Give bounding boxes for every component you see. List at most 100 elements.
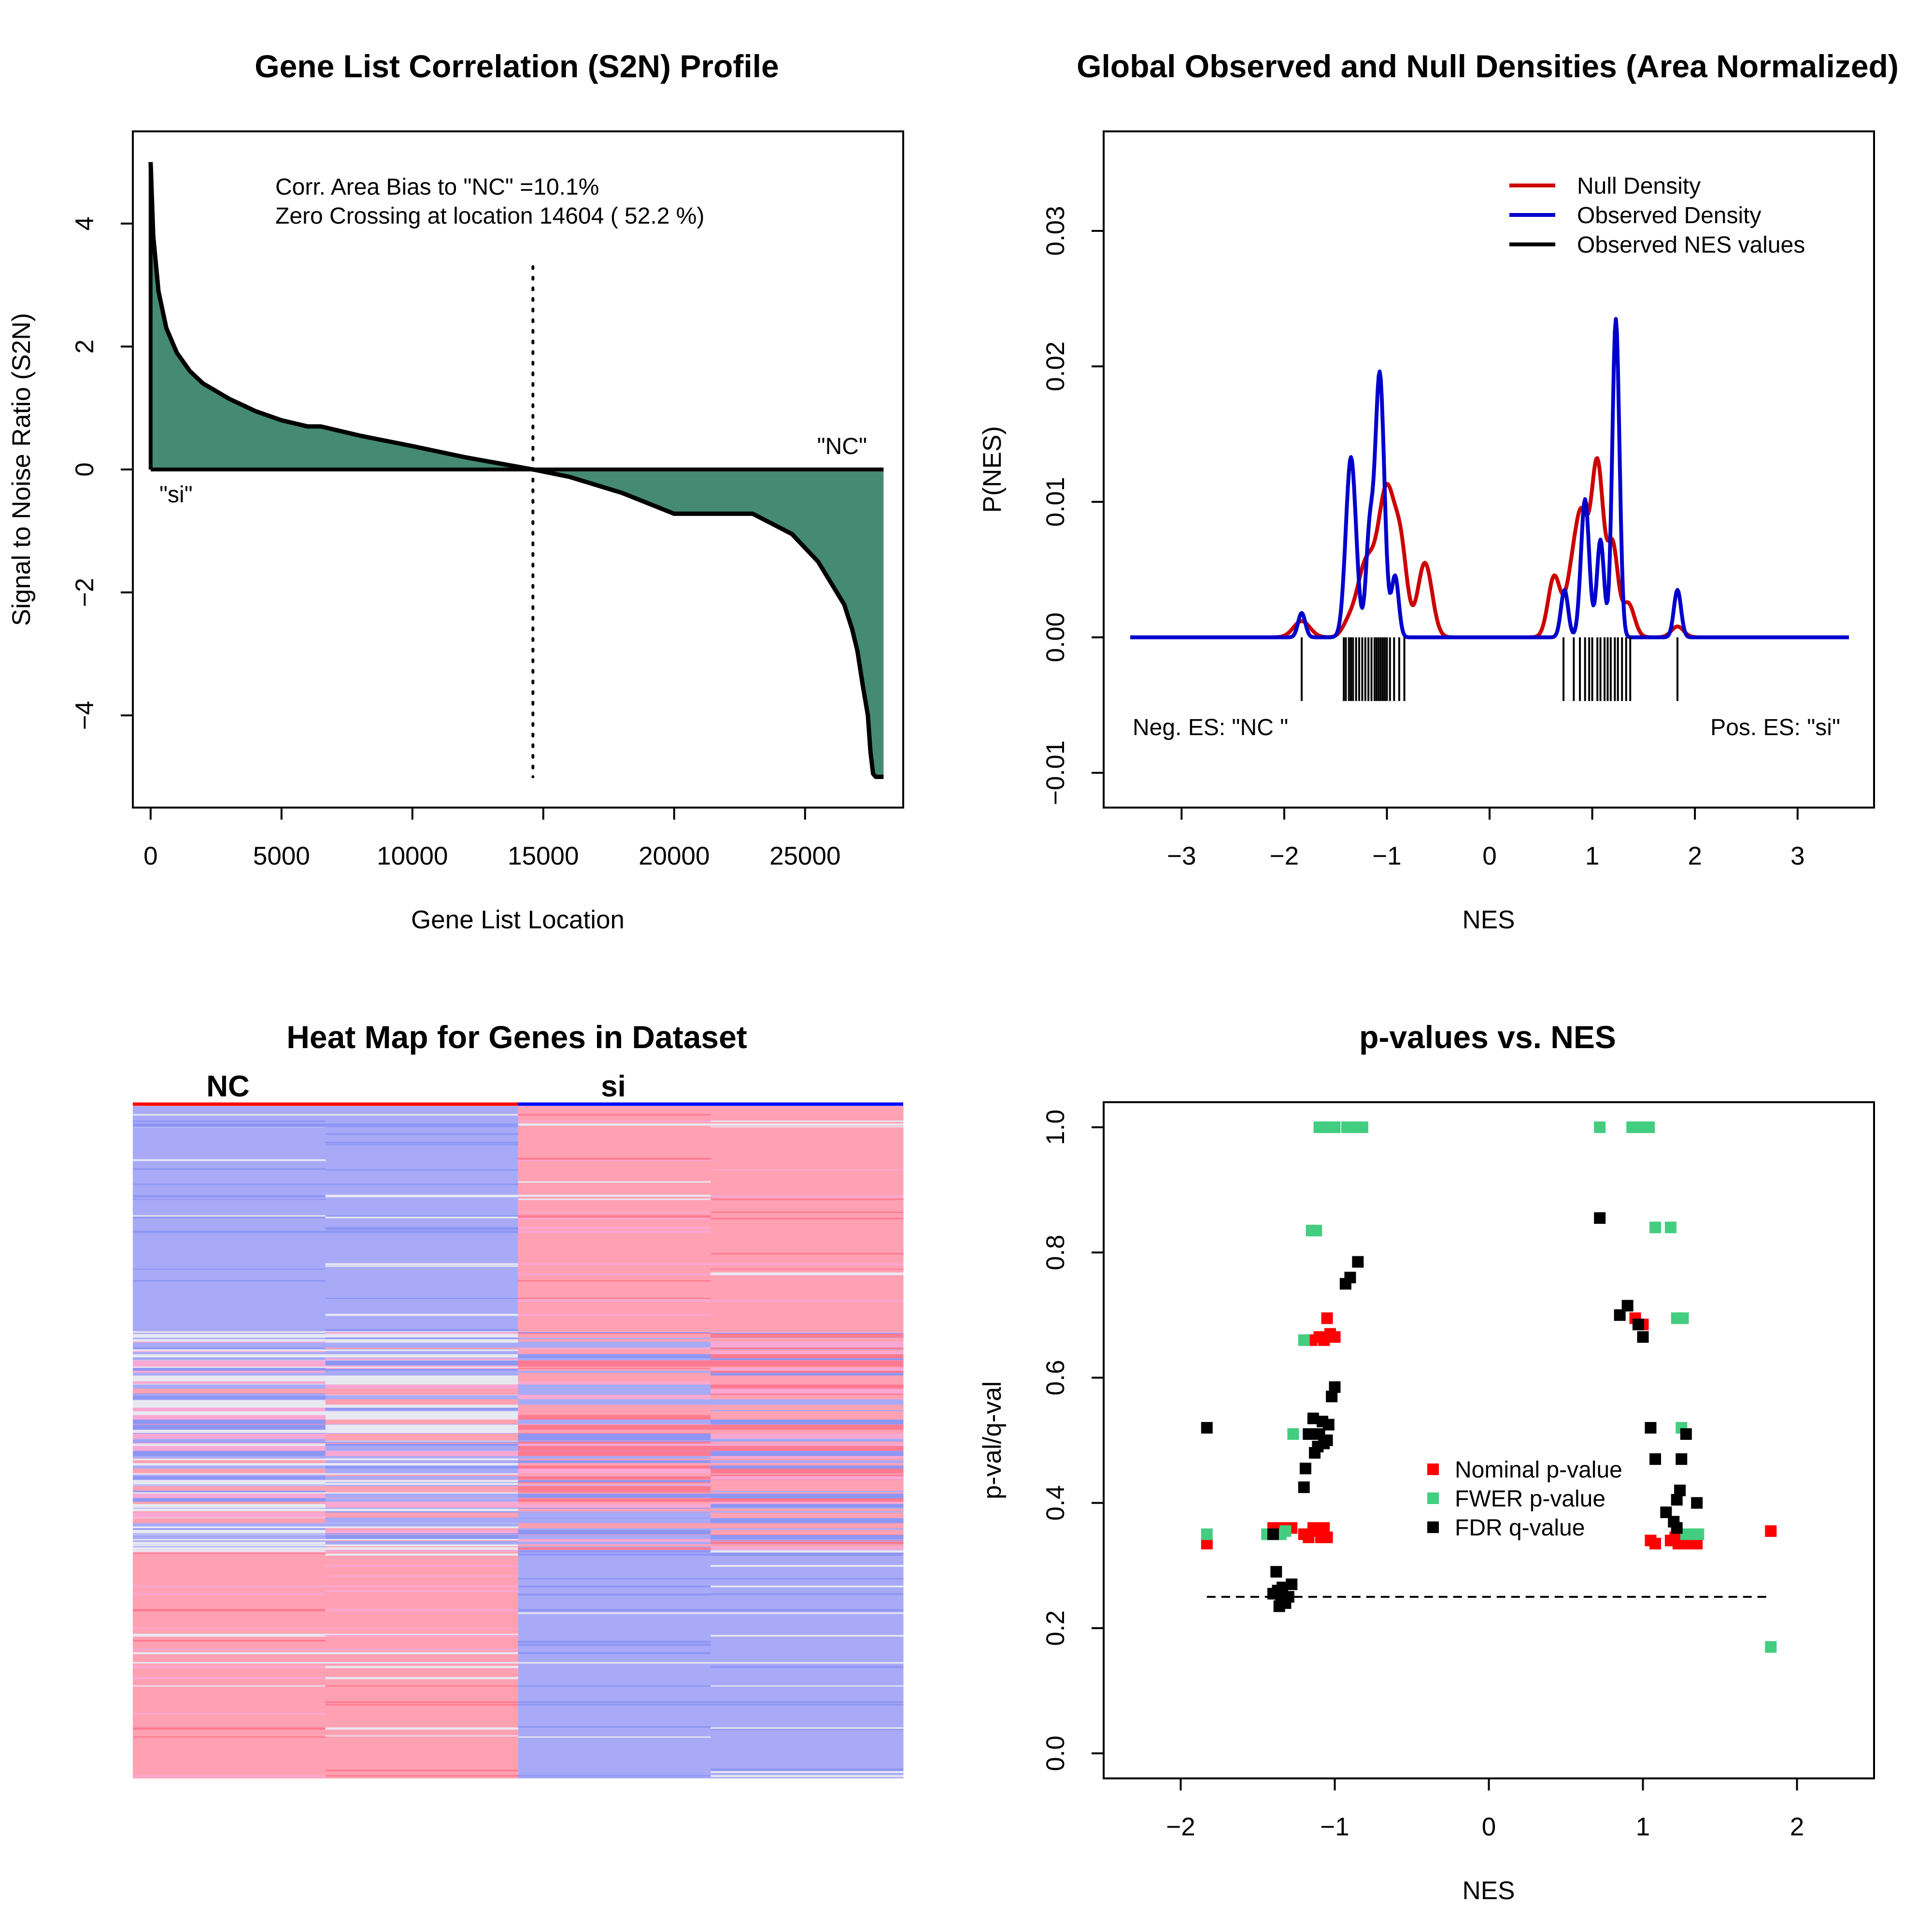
heatmap-stripe [518,1518,711,1523]
heatmap-stripe [710,1369,904,1373]
heatmap-stripe [325,1133,518,1135]
heatmap-stripe [518,1424,711,1430]
s2n-y-label: Signal to Noise Ratio (S2N) [7,313,36,626]
legend-nominal-swatch [1427,1463,1439,1475]
heatmap-stripe [133,1268,326,1270]
s2n-x-tick-label: 20000 [639,842,710,870]
heatmap-stripe [710,1701,904,1704]
density-legend: Null Density Observed Density Observed N… [1509,173,1805,258]
fdr-point [1637,1331,1649,1343]
heatmap-stripe [133,1419,326,1424]
heatmap-stripe [325,1704,518,1706]
heatmap-stripe [325,1360,518,1365]
heatmap-stripe [710,1211,904,1213]
heatmap-stripe [518,1211,711,1213]
fdr-point [1676,1453,1688,1465]
fwer-point [1310,1224,1322,1236]
heatmap-stripe [133,1199,326,1200]
heatmap-stripe [325,1297,518,1299]
heatmap-stripe [518,1736,711,1738]
heatmap-stripe [710,1195,904,1197]
heatmap-stripe [325,1634,518,1635]
s2n-y-tick-label: −4 [71,701,99,730]
density-y-tick-label: 0.03 [1041,206,1070,256]
heatmap-cell [518,1549,711,1778]
pvalue-y-label: p-val/q-val [978,1381,1007,1499]
heatmap-stripe [133,1547,326,1551]
fwer-point [1279,1525,1292,1537]
heatmap-group-nc: NC [206,1070,250,1103]
heatmap-stripe [710,1198,904,1200]
heatmap-stripe [133,1460,326,1463]
heatmap-stripe [325,1347,518,1350]
heatmap-stripe [710,1476,904,1480]
heatmap-stripe [133,1775,326,1777]
heatmap-stripe [133,1476,326,1480]
heatmap-stripe [325,1354,518,1358]
heatmap-stripe [518,1538,711,1543]
heatmap-stripe [710,1419,904,1424]
heatmap-title: Heat Map for Genes in Dataset [286,1019,747,1055]
heatmap-stripe [518,1609,711,1612]
heatmap-stripe [133,1445,326,1451]
heatmap-stripe [325,1443,518,1445]
heatmap-stripe [133,1389,326,1394]
heatmap-stripe [710,1550,904,1553]
fdr-point [1691,1497,1703,1509]
heatmap-stripe [518,1393,711,1395]
heatmap-stripe [325,1534,518,1539]
heatmap-panel: Heat Map for Genes in Dataset NC si [133,1019,904,1778]
heatmap-stripe [710,1578,904,1580]
heatmap-stripe [325,1329,518,1331]
heatmap-stripe [325,1735,518,1737]
nominal-point [1321,1531,1333,1543]
heatmap-stripe [518,1263,711,1265]
density-x-tick-label: 3 [1790,842,1804,870]
fdr-point [1273,1600,1285,1612]
pvalue-y-tick-label: 0.6 [1041,1360,1070,1396]
heatmap-stripe [325,1123,518,1126]
heatmap-stripe [518,1395,711,1400]
heatmap-stripe [325,1504,518,1508]
fwer-point [1356,1121,1368,1133]
fdr-point [1594,1212,1606,1224]
density-neg-es-label: Neg. ES: "NC " [1133,715,1288,740]
density-title: Global Observed and Null Densities (Area… [1077,48,1899,84]
heatmap-stripe [325,1538,518,1543]
heatmap-stripe [710,1415,904,1420]
heatmap-stripe [325,1490,518,1492]
heatmap-stripe [133,1498,326,1502]
heatmap-stripe [710,1443,904,1446]
heatmap-stripe [325,1215,518,1217]
heatmap-stripe [133,1342,326,1348]
heatmap-stripe [710,1334,904,1338]
heatmap-stripe [325,1460,518,1463]
heatmap-stripe [518,1704,711,1706]
heatmap-stripe [133,1532,326,1535]
s2n-x-tick-label: 0 [143,842,157,870]
heatmap-stripe [518,1443,711,1445]
heatmap-stripe [518,1227,711,1229]
s2n-curve [148,162,884,779]
s2n-y-tick-label: 2 [71,340,99,354]
heatmap-stripe [133,1407,326,1410]
heatmap-stripe [710,1358,904,1361]
heatmap-stripe [133,1504,326,1508]
heatmap-stripe [710,1468,904,1474]
pvalue-x-tick-label: −1 [1320,1813,1349,1841]
heatmap-stripe [325,1665,518,1668]
heatmap-stripe [133,1736,326,1738]
legend-nominal: Nominal p-value [1455,1457,1622,1483]
heatmap-stripe [518,1280,711,1282]
density-plot-area [1129,317,1850,701]
heatmap-stripe [518,1300,711,1302]
fdr-point [1322,1419,1335,1431]
heatmap-stripe [518,1381,711,1384]
heatmap-stripe [133,1360,326,1365]
nominal-point [1649,1537,1662,1549]
heatmap-stripe [133,1468,326,1474]
heatmap-stripe [325,1373,518,1376]
density-panel: Global Observed and Null Densities (Area… [978,48,1899,934]
heatmap-stripe [325,1553,518,1556]
heatmap-stripe [325,1609,518,1612]
